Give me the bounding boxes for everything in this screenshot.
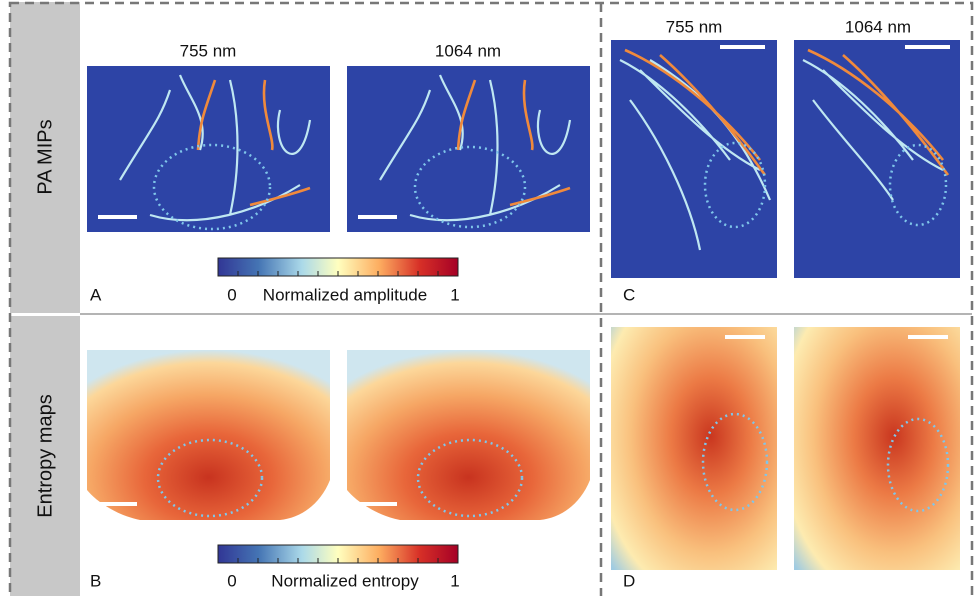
colorbar-min: 0 [227,571,236,590]
entropy-image [347,350,590,520]
panel-letter: B [90,571,101,590]
side-band [10,2,80,313]
row-label: PA MIPs [34,119,56,194]
pa-image [794,40,960,278]
colorbar-label: Normalized entropy [271,571,419,590]
colorbar-min: 0 [227,285,236,304]
row-label: Entropy maps [34,394,56,517]
wavelength-label: 755 nm [666,17,723,36]
entropy-image [794,327,960,570]
pa-image [87,66,330,232]
frame [8,1,974,596]
wavelength-label: 1064 nm [845,17,911,36]
panel-letter: D [623,571,635,590]
pa-image [611,40,777,278]
panel-letter: A [90,285,102,304]
colorbar-max: 1 [450,571,459,590]
side-band [10,316,80,596]
entropy-image [611,327,777,570]
wavelength-label: 1064 nm [435,41,501,60]
pa-image [347,66,590,232]
panel-letter: C [623,285,635,304]
wavelength-label: 755 nm [180,41,237,60]
colorbar-max: 1 [450,285,459,304]
colorbar-label: Normalized amplitude [263,285,427,304]
entropy-image [87,350,330,520]
